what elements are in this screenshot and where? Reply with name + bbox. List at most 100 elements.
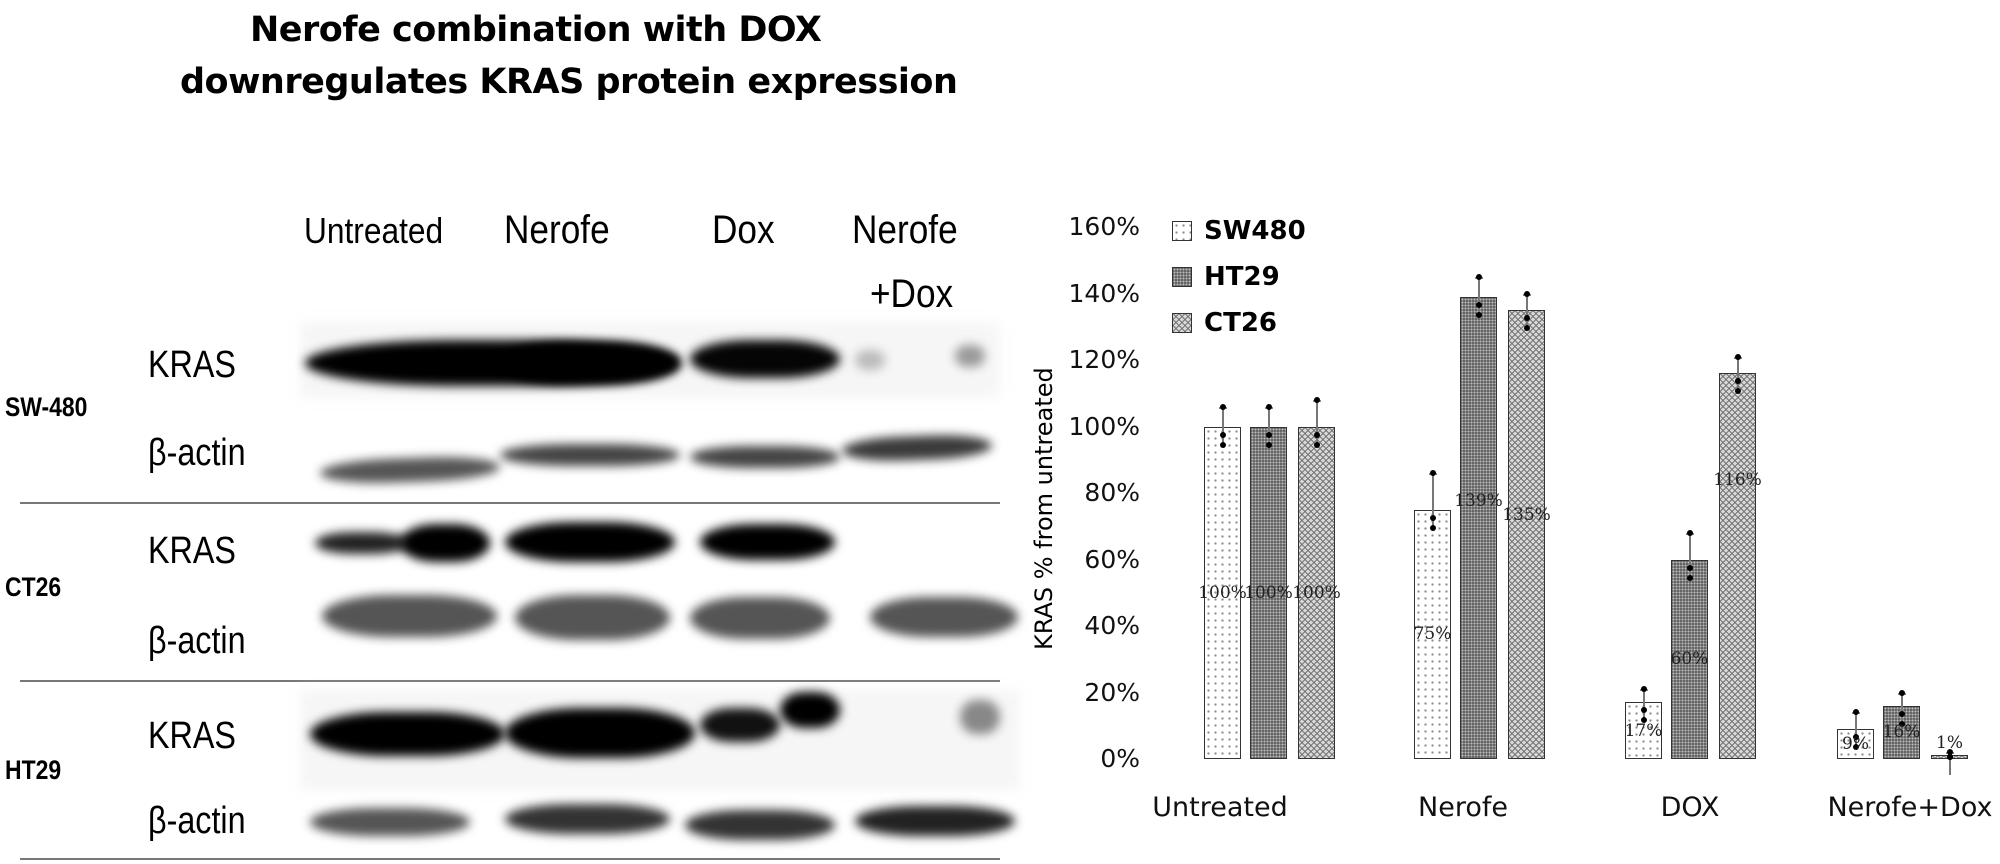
error-bar: [1688, 532, 1691, 580]
data-point: [1898, 710, 1905, 717]
bar-sw480-untreated: [1204, 426, 1241, 759]
error-bar: [1267, 406, 1270, 447]
data-point: [1475, 301, 1482, 308]
band-ct26-actin-nerofe: [515, 595, 670, 640]
data-point: [1734, 353, 1741, 360]
y-tick: 40%: [1084, 611, 1140, 640]
bar-value-label: 75%: [1413, 624, 1452, 645]
data-point: [1219, 441, 1226, 448]
band-ht29-actin-dox: [685, 810, 835, 840]
band-ct26-kras-dox: [700, 524, 835, 560]
band-ct26-kras-untreated-b: [400, 524, 490, 562]
band-ct26-kras-nerofe: [505, 522, 675, 562]
y-axis-label: KRAS % from untreated: [1030, 367, 1058, 650]
error-bar: [1221, 406, 1224, 447]
error-bar: [1948, 752, 1951, 775]
data-point: [1734, 378, 1741, 385]
data-point: [1313, 441, 1320, 448]
data-point: [1265, 431, 1272, 438]
cell-line-label-ct26: CT26: [5, 572, 62, 602]
band-ht29-kras-dox-b: [780, 692, 840, 728]
legend-label: HT29: [1204, 262, 1280, 292]
band-sw480-actin-combo: [841, 433, 993, 463]
band-ht29-kras-dox-a: [700, 708, 780, 742]
data-point: [1640, 707, 1647, 714]
band-ht29-kras-untreated: [310, 712, 505, 756]
bar-value-label: 116%: [1713, 469, 1762, 490]
band-sw480-actin-nerofe: [500, 444, 680, 466]
legend-item-ht29: HT29: [1172, 262, 1280, 292]
error-bar: [1525, 293, 1528, 331]
x-category-dox: DOX: [1660, 792, 1720, 823]
bar-value-label: 1%: [1936, 733, 1963, 753]
y-tick: 20%: [1084, 678, 1140, 707]
data-point: [1313, 431, 1320, 438]
protein-label-kras: KRAS: [148, 344, 236, 386]
legend-label: CT26: [1204, 308, 1277, 338]
band-sw480-kras-combo-a: [855, 350, 885, 370]
bar-ht29-untreated: [1250, 426, 1287, 759]
bar-sw480-nerofe: [1414, 509, 1451, 759]
legend-label: SW480: [1204, 216, 1306, 246]
data-point: [1734, 388, 1741, 395]
bar-ht29-nerofe: [1460, 296, 1497, 759]
x-category-nerofe-dox: Nerofe+Dox: [1827, 792, 1993, 823]
error-bar: [1854, 712, 1857, 750]
protein-label-beta-actin: β-actin: [148, 432, 246, 474]
data-point: [1265, 403, 1272, 410]
lane-header-nerofe-dox-line2: +Dox: [870, 272, 954, 316]
error-bar: [1900, 692, 1903, 726]
band-sw480-actin-untreated: [319, 454, 501, 486]
band-ht29-kras-combo: [960, 700, 1000, 734]
data-point: [1475, 273, 1482, 280]
bar-ct26-dox: [1719, 373, 1756, 759]
bar-ct26-untreated: [1298, 426, 1335, 759]
data-point: [1523, 325, 1530, 332]
bar-ct26-nerofe: [1508, 310, 1545, 759]
data-point: [1686, 564, 1693, 571]
figure-title-line2: downregulates KRAS protein expression: [180, 62, 958, 102]
data-point: [1898, 689, 1905, 696]
data-point: [1219, 403, 1226, 410]
data-point: [1946, 754, 1953, 760]
lane-header-untreated: Untreated: [304, 210, 444, 251]
error-bar: [1736, 356, 1739, 394]
bar-ht29-dox: [1671, 559, 1708, 759]
bar-value-label: 139%: [1454, 490, 1503, 511]
data-point: [1219, 431, 1226, 438]
cell-line-label-sw480: SW-480: [5, 392, 88, 422]
data-point: [1898, 720, 1905, 727]
data-point: [1686, 574, 1693, 581]
x-category-untreated: Untreated: [1152, 792, 1288, 823]
error-bar: [1315, 399, 1318, 447]
legend-swatch-dots-icon: [1172, 221, 1192, 241]
protein-label-kras: KRAS: [148, 530, 236, 572]
data-point: [1429, 514, 1436, 521]
bar-value-label: 100%: [1244, 582, 1293, 603]
protein-label-beta-actin: β-actin: [148, 620, 246, 662]
bar-value-label: 16%: [1882, 722, 1921, 743]
lane-header-dox: Dox: [712, 208, 775, 252]
data-point: [1640, 686, 1647, 693]
y-tick: 140%: [1068, 279, 1140, 308]
legend-item-sw480: SW480: [1172, 216, 1306, 246]
blot-divider: [20, 858, 1000, 860]
y-tick: 100%: [1068, 412, 1140, 441]
bar-value-label: 60%: [1670, 649, 1709, 670]
band-sw480-kras-nerofe: [500, 342, 680, 384]
band-ht29-actin-nerofe: [505, 804, 670, 834]
band-sw480-actin-dox: [690, 446, 840, 468]
band-sw480-kras-dox: [690, 340, 840, 378]
y-tick: 80%: [1084, 478, 1140, 507]
data-point: [1852, 744, 1859, 751]
bar-value-label: 9%: [1842, 734, 1869, 755]
band-ct26-actin-combo: [870, 597, 1018, 637]
blot-divider: [20, 680, 1000, 682]
bar-value-label: 135%: [1502, 504, 1551, 525]
data-point: [1852, 734, 1859, 741]
data-point: [1640, 717, 1647, 724]
figure-title-line1: Nerofe combination with DOX: [250, 10, 822, 50]
data-point: [1475, 311, 1482, 318]
band-ct26-kras-untreated-a: [315, 532, 410, 554]
band-sw480-kras-combo-b: [955, 345, 985, 367]
